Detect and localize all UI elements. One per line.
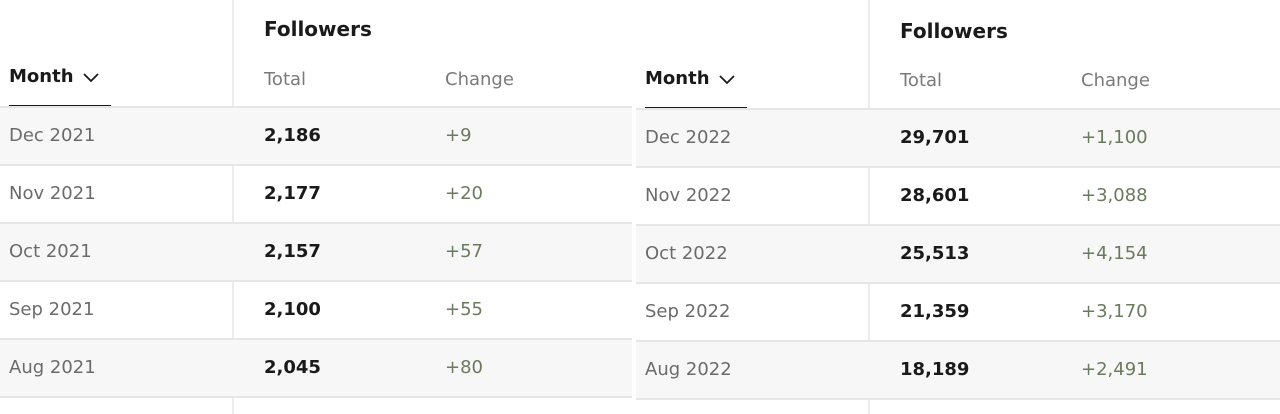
table-row: Aug 2022 18,189 +2,491 [636,342,1280,400]
total-cell: 2,177 [264,183,321,204]
sort-active-underline [645,107,747,108]
table-row: Sep 2022 21,359 +3,170 [636,284,1280,342]
total-cell: 21,359 [900,301,970,322]
table-row: Aug 2021 2,045 +80 [0,340,632,398]
total-cell: 25,513 [900,243,970,264]
change-cell: +3,170 [1081,301,1148,322]
total-cell: 2,157 [264,241,321,262]
month-cell: Nov 2021 [9,183,96,204]
total-cell: 2,045 [264,357,321,378]
group-header-followers: Followers [264,17,372,41]
chevron-down-icon [82,72,99,82]
table-row: Oct 2022 25,513 +4,154 [636,226,1280,284]
month-cell: Sep 2022 [645,301,731,322]
column-header-total[interactable]: Total [264,69,307,90]
change-cell: +1,100 [1081,127,1148,148]
month-cell: Oct 2022 [645,243,728,264]
month-cell: Oct 2021 [9,241,92,262]
total-cell: 29,701 [900,127,970,148]
month-sort-label: Month [9,66,74,87]
month-sort-label: Month [645,68,710,89]
change-cell: +55 [445,299,483,320]
column-header-change[interactable]: Change [445,69,514,90]
month-cell: Dec 2021 [9,125,96,146]
column-header-total[interactable]: Total [900,70,943,91]
change-cell: +4,154 [1081,243,1148,264]
change-cell: +2,491 [1081,359,1148,380]
month-sort-button[interactable]: Month [645,68,736,89]
header-divider [0,106,632,108]
total-cell: 18,189 [900,359,970,380]
month-cell: Nov 2022 [645,185,732,206]
total-cell: 2,100 [264,299,321,320]
change-cell: +20 [445,183,483,204]
table-row: Dec 2021 2,186 +9 [0,108,632,166]
column-divider [232,0,234,414]
sort-active-underline [9,105,111,106]
table-row: Dec 2022 29,701 +1,100 [636,110,1280,168]
month-cell: Sep 2021 [9,299,95,320]
month-cell: Aug 2022 [645,359,732,380]
total-cell: 2,186 [264,125,321,146]
header-divider [636,108,1280,110]
column-header-change[interactable]: Change [1081,70,1150,91]
change-cell: +3,088 [1081,185,1148,206]
chevron-down-icon [718,74,735,84]
table-row: Sep 2021 2,100 +55 [0,282,632,340]
followers-table-2022: Followers Month Total Change Dec 2022 29… [636,0,1280,414]
total-cell: 28,601 [900,185,970,206]
group-header-followers: Followers [900,19,1008,43]
month-cell: Dec 2022 [645,127,732,148]
followers-table-2021: Followers Month Total Change Dec 2021 2,… [0,0,632,414]
change-cell: +80 [445,357,483,378]
change-cell: +9 [445,125,472,146]
change-cell: +57 [445,241,483,262]
column-divider [868,0,870,414]
table-row: Nov 2021 2,177 +20 [0,166,632,224]
table-row: Nov 2022 28,601 +3,088 [636,168,1280,226]
month-cell: Aug 2021 [9,357,96,378]
table-row: Oct 2021 2,157 +57 [0,224,632,282]
month-sort-button[interactable]: Month [9,66,100,87]
